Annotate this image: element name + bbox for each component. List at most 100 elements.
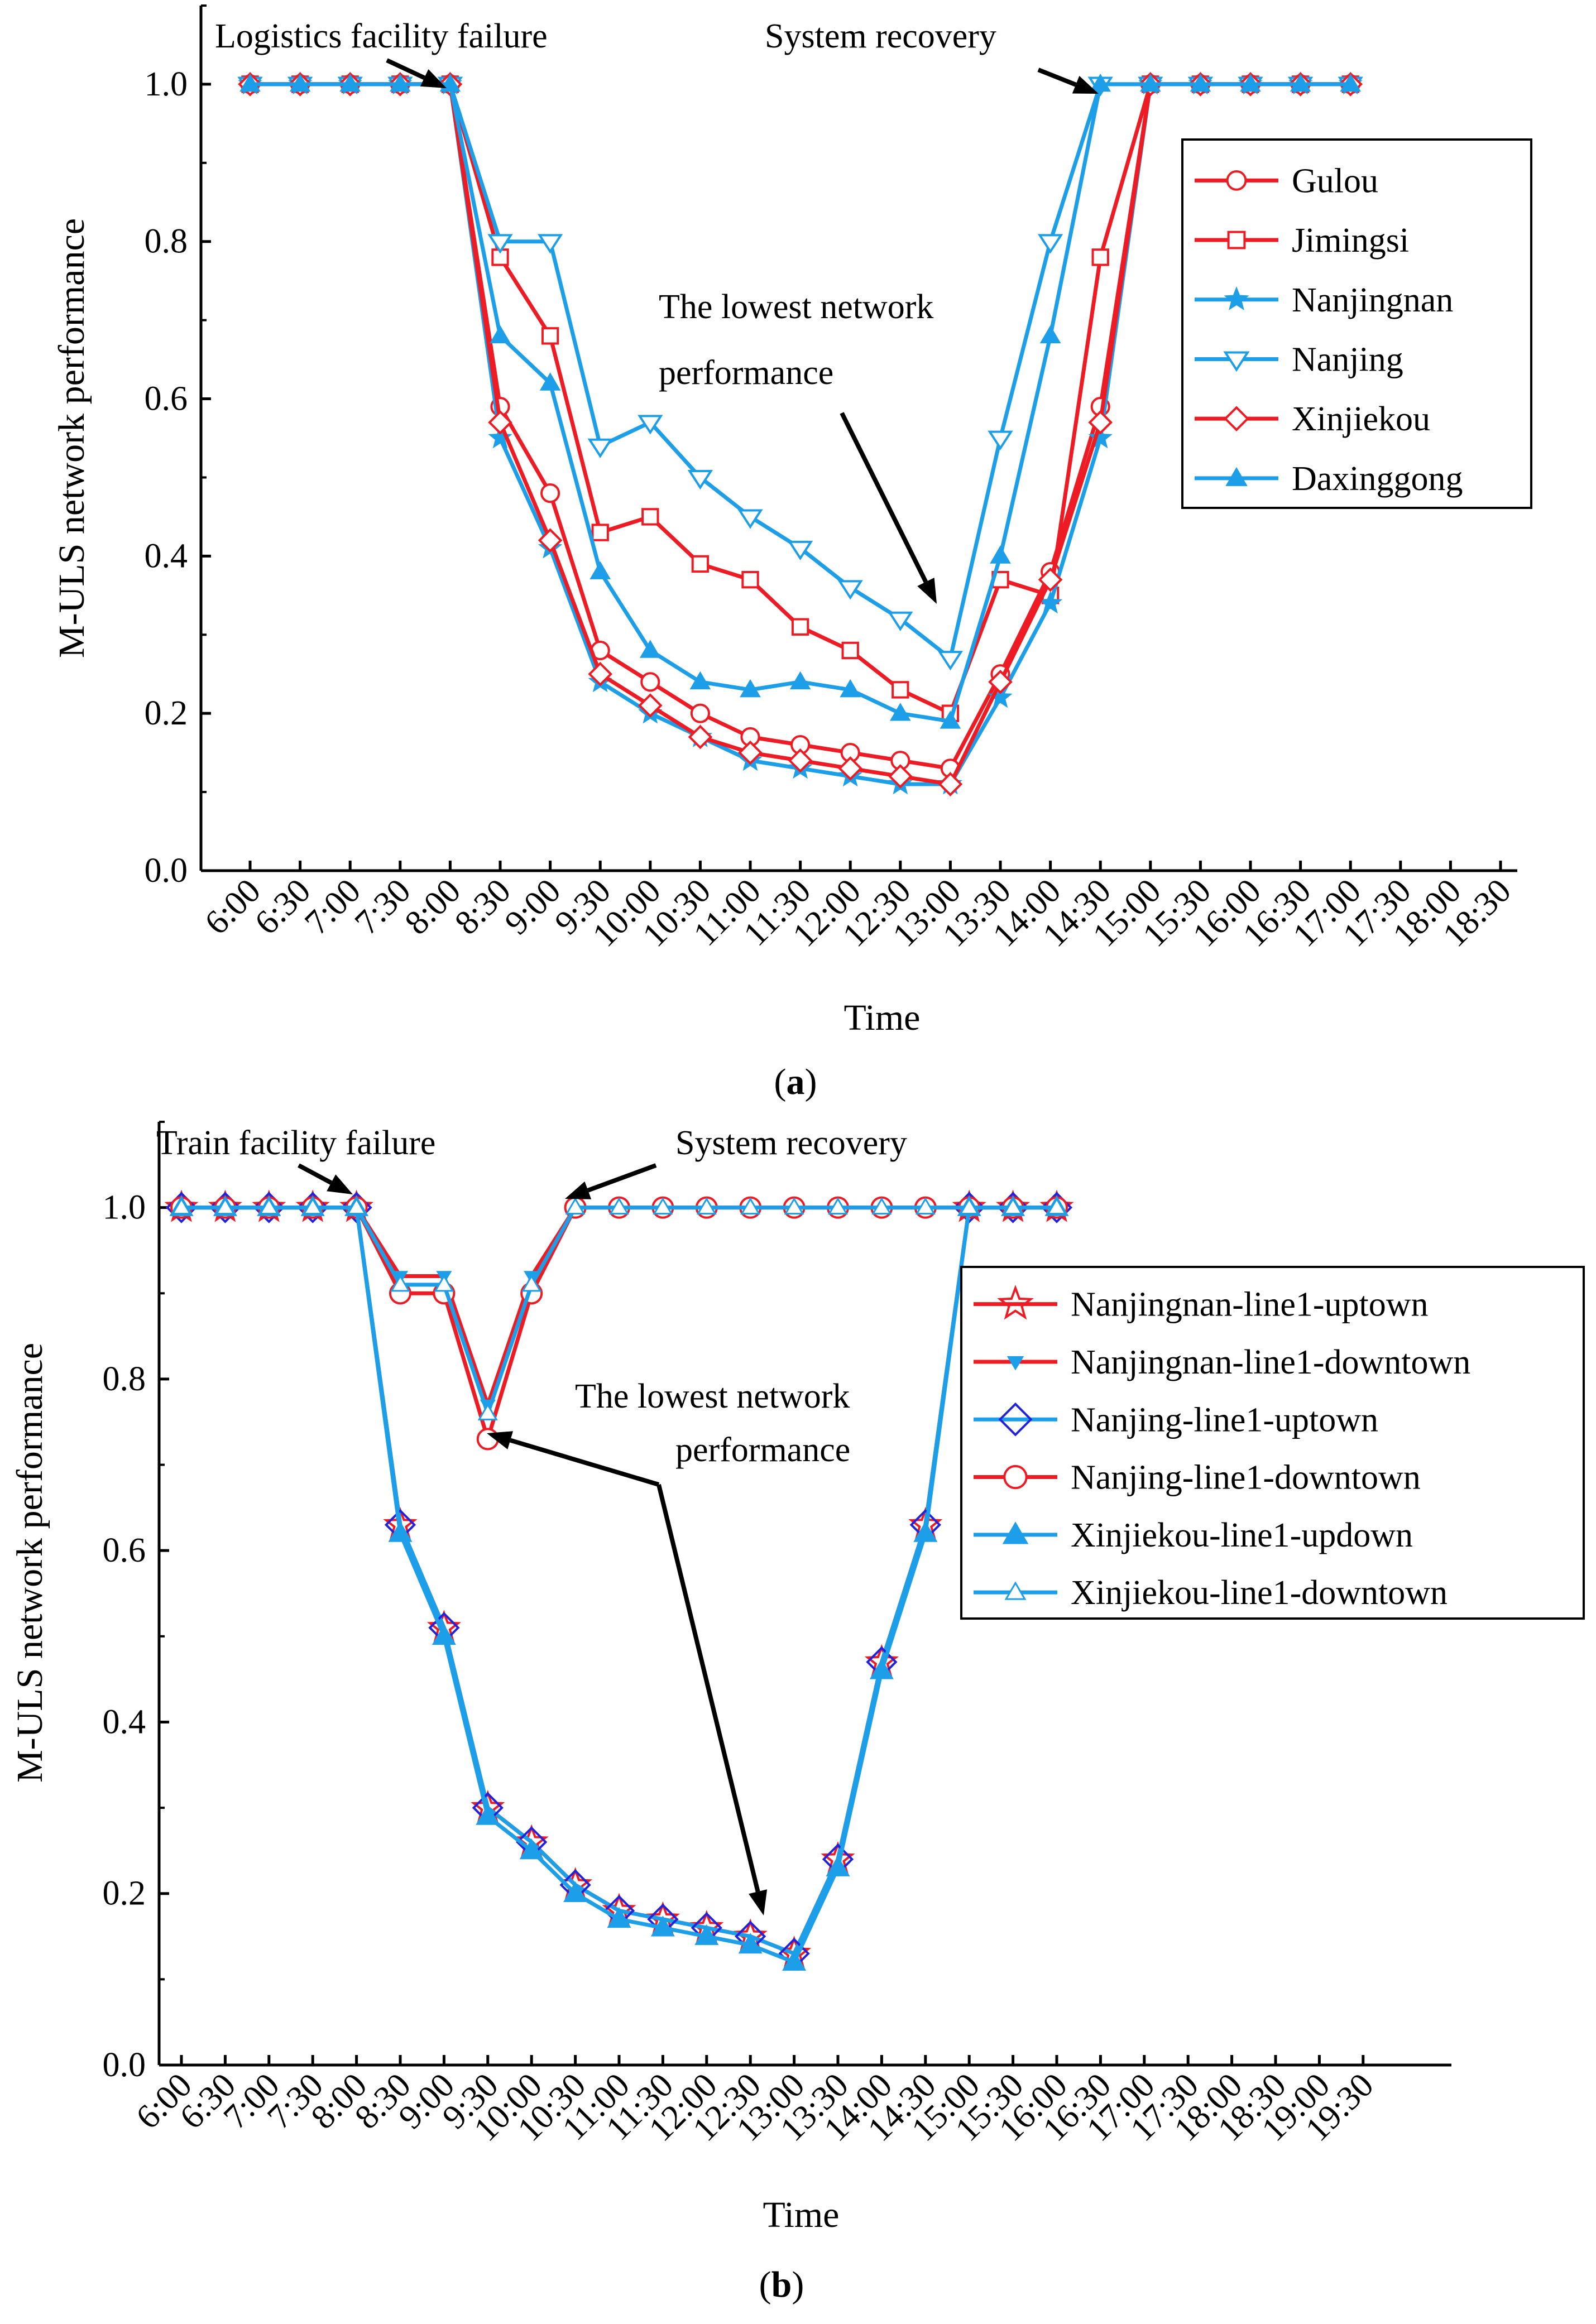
legend-label: Xinjiekou: [1292, 400, 1430, 438]
data-point: [689, 671, 711, 690]
legend-swatch-marker: [1225, 467, 1248, 486]
data-point: [1046, 1197, 1067, 1215]
data-point: [389, 73, 411, 92]
annotation-failure: Train facility failure: [156, 1124, 435, 1162]
annotation-arrow-lowest: [840, 412, 937, 604]
annotation-arrow-recovery-head: [565, 1181, 592, 1199]
legend-label: Xinjiekou-line1-updown: [1071, 1516, 1413, 1554]
legend-item: Daxinggong: [1195, 460, 1463, 498]
y-tick-label: 0.2: [103, 1875, 146, 1913]
legend-swatch-marker: [1223, 351, 1250, 372]
data-point: [788, 748, 813, 773]
data-point: [915, 1197, 936, 1215]
data-point: [1003, 1197, 1023, 1215]
data-point: [841, 641, 859, 660]
data-point: [869, 1658, 894, 1679]
data-point: [171, 1197, 192, 1215]
annotation-arrow-recovery: [1037, 68, 1099, 94]
legend-item: Xinjiekou-line1-downtown: [974, 1574, 1448, 1612]
data-point: [938, 772, 963, 796]
legend-item: Nanjingnan: [1195, 281, 1453, 319]
legend-label: Nanjing: [1292, 340, 1403, 378]
y-tick-label: 0.6: [103, 1531, 146, 1569]
data-point: [738, 1933, 763, 1954]
annotation-lowest-2: performance: [659, 354, 833, 392]
annotation-arrow-recovery-shaft: [587, 1163, 657, 1193]
annotation-arrow-recovery: [565, 1163, 657, 1199]
legend-swatch-marker: [1007, 1356, 1024, 1371]
legend-box: [1181, 138, 1532, 509]
data-point: [840, 679, 861, 698]
data-point: [688, 724, 713, 750]
caption-paren: ): [805, 1062, 817, 1102]
y-tick-label: 0.0: [145, 852, 188, 890]
annotation-arrow-failure-head: [327, 1174, 353, 1194]
data-point: [239, 73, 261, 92]
data-point: [787, 540, 813, 561]
data-point: [826, 1855, 850, 1876]
data-point: [521, 1274, 542, 1292]
data-point: [488, 410, 512, 435]
legend-label: Gulou: [1292, 162, 1378, 200]
data-point: [477, 1403, 498, 1420]
annotation-lowest: The lowest network: [575, 1377, 850, 1415]
data-point: [959, 1197, 980, 1215]
data-point: [889, 703, 911, 721]
legend: Nanjingnan-line1-uptown Nanjingnan-line1-…: [960, 1266, 1585, 1620]
data-point: [488, 425, 512, 449]
data-point: [1091, 248, 1109, 266]
data-point: [784, 1197, 804, 1215]
data-point: [537, 234, 563, 254]
data-point: [638, 693, 663, 718]
data-point: [789, 671, 811, 690]
data-point: [988, 430, 1013, 450]
data-point: [888, 764, 913, 789]
data-point: [565, 1197, 586, 1215]
caption-paren: (: [759, 2264, 771, 2305]
legend-label: Nanjingnan: [1292, 281, 1453, 319]
data-point: [388, 1521, 413, 1542]
data-point: [640, 672, 660, 692]
data-point: [588, 661, 613, 686]
annotation-lowest-2: performance: [675, 1431, 850, 1469]
data-point: [487, 234, 513, 254]
data-point: [791, 618, 809, 636]
y-axis-title: M-ULS network performance: [9, 1343, 50, 1783]
series-xinjiekou-line1-updown: [169, 1195, 1069, 1971]
data-point: [650, 1915, 675, 1937]
annotation-failure: Logistics facility failure: [215, 17, 548, 55]
y-axis-title: M-ULS network performance: [51, 218, 92, 658]
data-point: [687, 470, 713, 490]
data-point: [639, 640, 661, 658]
data-point: [737, 509, 763, 529]
legend-item: Nanjing-line1-uptown: [974, 1401, 1378, 1439]
annotation-arrow-failure-shaft: [298, 1163, 333, 1185]
data-point: [937, 651, 964, 671]
series-xinjiekou-line1-downtown: [171, 1197, 1067, 1420]
legend-item: Nanjing: [1195, 340, 1403, 378]
legend-item: Nanjing-line1-downtown: [974, 1459, 1421, 1497]
legend-swatch-marker: [1227, 231, 1246, 249]
legend-label: Jimingsi: [1292, 222, 1409, 260]
data-point: [653, 1197, 673, 1215]
series-line: [181, 1206, 1057, 1965]
data-point: [608, 1197, 630, 1215]
data-point: [591, 524, 609, 541]
legend-item: Nanjingnan-line1-downtown: [974, 1343, 1470, 1381]
x-axis-title: Time: [844, 997, 921, 1038]
data-point: [289, 73, 311, 92]
caption-paren: ): [792, 2264, 804, 2305]
data-point: [1290, 73, 1311, 92]
data-point: [940, 710, 961, 729]
data-point: [1037, 234, 1063, 254]
y-tick-label: 0.0: [103, 2046, 146, 2084]
legend-item: Gulou: [1195, 162, 1378, 200]
data-point: [215, 1197, 236, 1215]
data-point: [694, 1924, 719, 1945]
data-point: [538, 528, 563, 553]
series-line: [181, 1206, 1057, 1956]
y-tick-label: 1.0: [145, 65, 188, 103]
data-point: [738, 740, 763, 765]
data-point: [837, 580, 863, 600]
series-nanjingnan-line1-uptown: [164, 1189, 1074, 1968]
